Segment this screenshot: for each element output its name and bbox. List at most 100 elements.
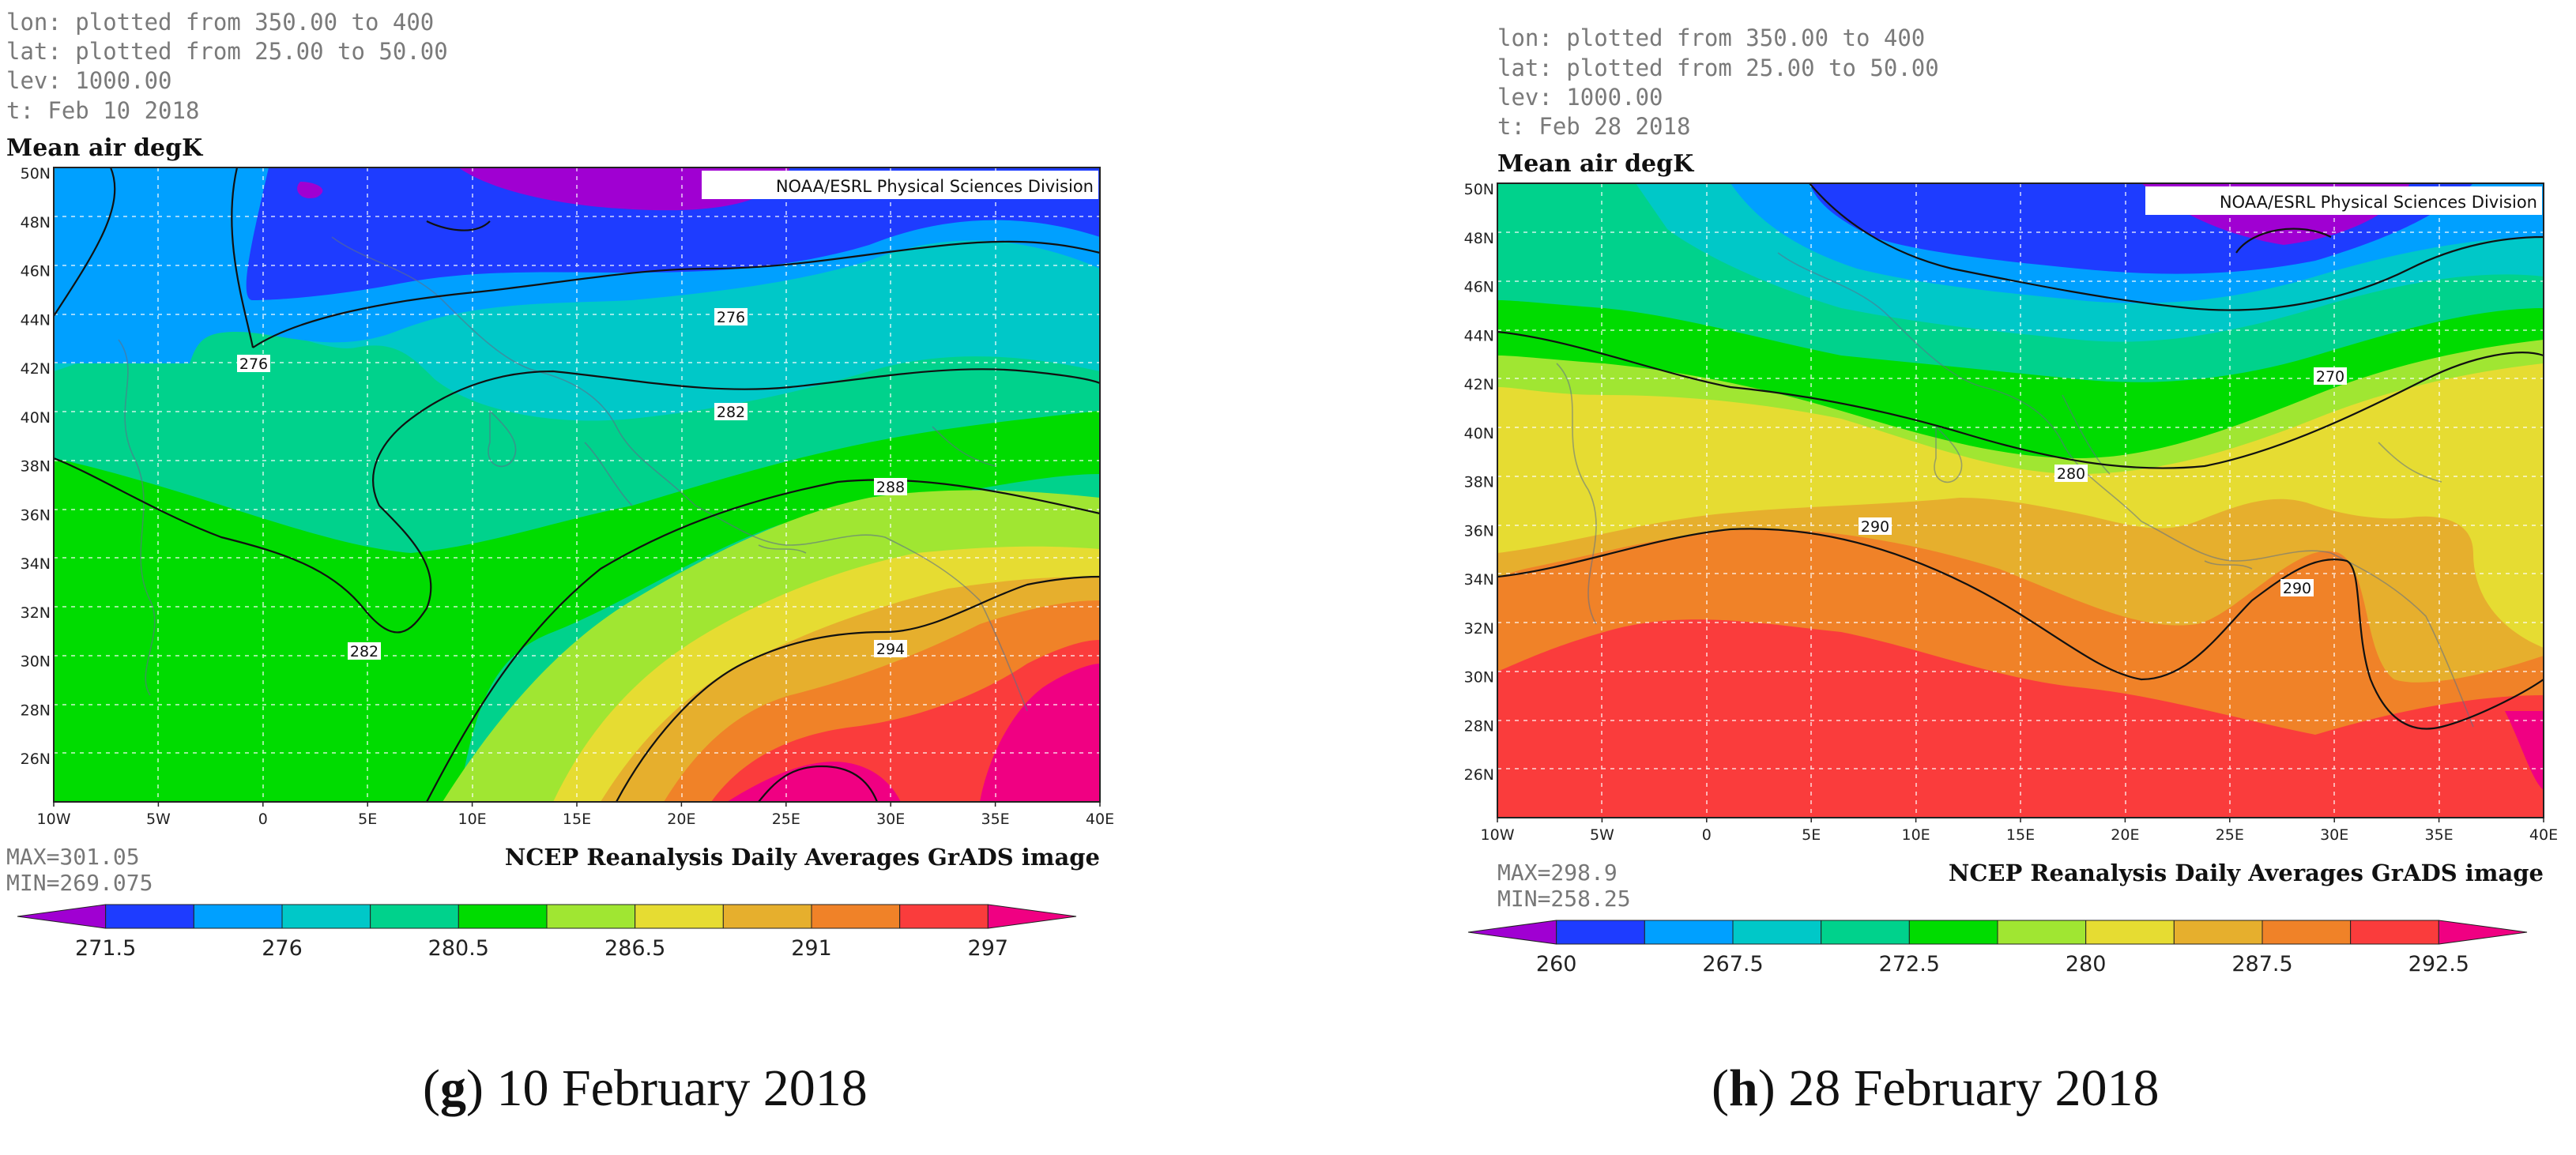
caption-text: 28 February 2018 bbox=[1775, 1059, 2160, 1117]
lat-tick-label: 38N bbox=[1464, 474, 1494, 491]
lon-tick-label: 20E bbox=[2111, 826, 2139, 844]
lon-tick-label: 35E bbox=[981, 811, 1010, 828]
lat-tick-label: 28N bbox=[1464, 717, 1494, 735]
colorbar-segment bbox=[105, 904, 194, 929]
colorbar: 271.5 276 280.5 286.5 291 297 bbox=[17, 904, 1077, 961]
lon-tick-label: 40E bbox=[2529, 826, 2558, 844]
panel-g: lon: plotted from 350.00 to 400 lat: plo… bbox=[6, 9, 1114, 1117]
contour-label: 294 bbox=[876, 641, 905, 658]
meta-lon: lon: plotted from 350.00 to 400 bbox=[1497, 24, 1925, 51]
colorbar-cap-left bbox=[17, 904, 107, 929]
caption-text: 10 February 2018 bbox=[483, 1059, 868, 1117]
lat-ticks: 50N 48N 46N 44N 42N 40N 38N 36N 34N 32N 30N 28N 26N bbox=[21, 165, 51, 768]
footer-text: NCEP Reanalysis Daily Averages GrADS ima… bbox=[505, 844, 1100, 871]
colorbar-label: 280 bbox=[2066, 952, 2107, 976]
lat-tick-label: 44N bbox=[21, 311, 51, 329]
lon-tick-label: 40E bbox=[1086, 811, 1114, 828]
meta-block: lon: plotted from 350.00 to 400 lat: plo… bbox=[1497, 24, 1939, 140]
lon-tick-label: 5E bbox=[358, 811, 377, 828]
lat-tick-label: 46N bbox=[21, 263, 51, 280]
colorbar-cap-left bbox=[1467, 920, 1557, 945]
colorbar-label: 276 bbox=[262, 936, 303, 961]
temperature-field bbox=[1497, 183, 2544, 818]
lon-tick-label: 10W bbox=[1481, 826, 1515, 844]
colorbar-segment bbox=[458, 904, 548, 929]
caption-letter: h bbox=[1728, 1059, 1758, 1117]
colorbar-cap-right bbox=[2438, 920, 2528, 945]
contour-label: 290 bbox=[1861, 518, 1889, 536]
lon-tick-label: 0 bbox=[1702, 826, 1712, 844]
band-magenta bbox=[2505, 711, 2544, 790]
map-title: Mean air degK bbox=[1497, 150, 1694, 178]
lon-tick-label: 10E bbox=[1902, 826, 1930, 844]
colorbar-segment bbox=[546, 904, 636, 929]
max-label: MAX=301.05 bbox=[6, 844, 140, 870]
panel-h-svg: lon: plotted from 350.00 to 400 lat: plo… bbox=[1464, 24, 2558, 976]
colorbar-label: 291 bbox=[791, 936, 832, 961]
meta-lev: lev: 1000.00 bbox=[1497, 84, 1663, 111]
meta-lev: lev: 1000.00 bbox=[6, 67, 172, 94]
lat-tick-label: 42N bbox=[1464, 376, 1494, 393]
colorbar-segment bbox=[635, 904, 724, 929]
lat-tick-label: 32N bbox=[21, 604, 51, 622]
band-magenta-2 bbox=[980, 664, 1100, 802]
lon-tick-label: 30E bbox=[2320, 826, 2348, 844]
lon-tick-label: 5W bbox=[1590, 826, 1614, 844]
lat-tick-label: 26N bbox=[21, 751, 51, 768]
contour-label: 276 bbox=[239, 356, 268, 373]
lon-tick-label: 0 bbox=[258, 811, 268, 828]
contour-label: 280 bbox=[2057, 465, 2085, 483]
lon-tick-label: 35E bbox=[2425, 826, 2454, 844]
colorbar-label: 260 bbox=[1536, 952, 1577, 976]
lat-tick-label: 30N bbox=[21, 653, 51, 671]
panel-h: lon: plotted from 350.00 to 400 lat: plo… bbox=[1288, 0, 2576, 1155]
credit-text: NOAA/ESRL Physical Sciences Division bbox=[776, 177, 1094, 196]
contour-label: 276 bbox=[717, 309, 745, 326]
lat-tick-label: 48N bbox=[1464, 230, 1494, 247]
colorbar-segment bbox=[2350, 920, 2439, 945]
max-label: MAX=298.9 bbox=[1497, 860, 1618, 886]
colorbar-cap-right bbox=[987, 904, 1077, 929]
colorbar-segment bbox=[1821, 920, 1910, 945]
lat-tick-label: 28N bbox=[21, 702, 51, 719]
colorbar-segment bbox=[1732, 920, 1822, 945]
meta-lat: lat: plotted from 25.00 to 50.00 bbox=[1497, 55, 1939, 81]
lon-tick-label: 5E bbox=[1802, 826, 1821, 844]
colorbar-segment bbox=[722, 904, 812, 929]
lon-tick-label: 25E bbox=[772, 811, 800, 828]
colorbar-segment bbox=[193, 904, 283, 929]
contour-labels: 276 276 282 282 288 294 bbox=[237, 308, 907, 660]
colorbar-segment bbox=[1556, 920, 1645, 945]
colorbar-label: 287.5 bbox=[2231, 952, 2292, 976]
colorbar-label: 280.5 bbox=[428, 936, 489, 961]
credit-text: NOAA/ESRL Physical Sciences Division bbox=[2220, 193, 2537, 212]
lon-tick-label: 20E bbox=[667, 811, 695, 828]
lon-ticks: 10W 5W 0 5E 10E 15E 20E 25E 30E 35E 40E bbox=[1481, 818, 2558, 844]
credit-box bbox=[2145, 186, 2542, 215]
lat-tick-label: 36N bbox=[21, 506, 51, 524]
colorbar: 260 267.5 272.5 280 287.5 292.5 bbox=[1467, 920, 2528, 976]
lat-tick-label: 32N bbox=[1464, 620, 1494, 638]
contours bbox=[1497, 182, 2544, 730]
colorbar-label: 267.5 bbox=[1702, 952, 1763, 976]
lat-tick-label: 26N bbox=[1464, 766, 1494, 784]
lon-tick-label: 10W bbox=[37, 811, 71, 828]
colorbar-segment bbox=[1644, 920, 1734, 945]
lon-tick-label: 25E bbox=[2216, 826, 2244, 844]
lat-tick-label: 44N bbox=[1464, 327, 1494, 344]
coastlines bbox=[118, 236, 1028, 712]
lat-tick-label: 34N bbox=[1464, 571, 1494, 589]
contour-label: 290 bbox=[2283, 580, 2311, 597]
lat-tick-label: 50N bbox=[1464, 181, 1494, 198]
meta-time: t: Feb 28 2018 bbox=[1497, 113, 1690, 140]
min-label: MIN=269.075 bbox=[6, 870, 153, 896]
credit-box bbox=[702, 171, 1098, 199]
caption-h: (h) 28 February 2018 bbox=[1712, 1059, 2160, 1117]
map-title: Mean air degK bbox=[6, 134, 203, 162]
lon-tick-label: 30E bbox=[876, 811, 905, 828]
colorbar-label: 286.5 bbox=[604, 936, 665, 961]
contour-label: 270 bbox=[2316, 368, 2344, 386]
colorbar-segment bbox=[2173, 920, 2263, 945]
colorbar-segment bbox=[2262, 920, 2352, 945]
band-purple-dot bbox=[297, 182, 323, 198]
